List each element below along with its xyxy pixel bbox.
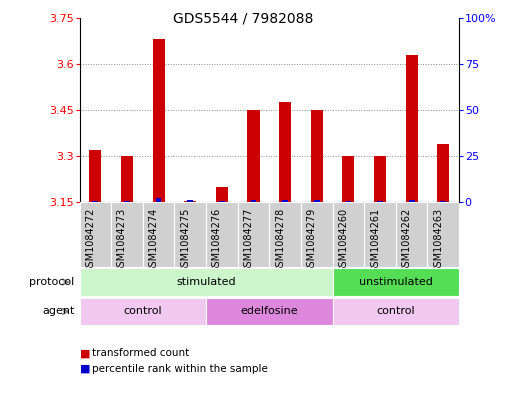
Text: GDS5544 / 7982088: GDS5544 / 7982088 xyxy=(173,11,314,26)
Text: GSM1084277: GSM1084277 xyxy=(244,208,253,273)
Bar xyxy=(282,200,288,202)
FancyBboxPatch shape xyxy=(111,202,143,267)
Bar xyxy=(311,110,323,202)
Text: GSM1084260: GSM1084260 xyxy=(339,208,348,273)
FancyBboxPatch shape xyxy=(238,202,269,267)
FancyBboxPatch shape xyxy=(332,298,459,325)
Text: GSM1084276: GSM1084276 xyxy=(212,208,222,273)
FancyBboxPatch shape xyxy=(301,202,332,267)
Text: GSM1084279: GSM1084279 xyxy=(307,208,317,273)
Text: unstimulated: unstimulated xyxy=(359,277,433,287)
Bar xyxy=(441,201,446,202)
FancyBboxPatch shape xyxy=(206,202,238,267)
Bar xyxy=(156,198,162,202)
Text: protocol: protocol xyxy=(29,277,74,287)
Text: edelfosine: edelfosine xyxy=(241,307,298,316)
Bar xyxy=(406,55,418,202)
Text: GSM1084262: GSM1084262 xyxy=(402,208,411,273)
Bar xyxy=(184,201,196,202)
Bar xyxy=(279,102,291,202)
Text: ■: ■ xyxy=(80,349,90,358)
Bar xyxy=(216,187,228,202)
Bar xyxy=(121,156,133,202)
Text: GSM1084272: GSM1084272 xyxy=(85,208,95,273)
Text: GSM1084261: GSM1084261 xyxy=(370,208,380,273)
Text: stimulated: stimulated xyxy=(176,277,236,287)
Text: GSM1084278: GSM1084278 xyxy=(275,208,285,273)
FancyBboxPatch shape xyxy=(332,202,364,267)
Text: GSM1084263: GSM1084263 xyxy=(433,208,443,273)
Bar xyxy=(152,39,165,202)
Bar xyxy=(219,201,225,202)
Text: control: control xyxy=(377,307,415,316)
FancyBboxPatch shape xyxy=(269,202,301,267)
FancyBboxPatch shape xyxy=(80,268,332,296)
Text: percentile rank within the sample: percentile rank within the sample xyxy=(92,364,268,374)
Bar xyxy=(437,144,449,202)
FancyBboxPatch shape xyxy=(174,202,206,267)
FancyBboxPatch shape xyxy=(80,202,111,267)
FancyBboxPatch shape xyxy=(427,202,459,267)
Bar xyxy=(92,200,98,202)
Bar xyxy=(377,200,383,202)
Bar xyxy=(409,200,415,202)
Bar xyxy=(342,156,354,202)
Bar xyxy=(251,200,256,202)
FancyBboxPatch shape xyxy=(206,298,332,325)
Text: GSM1084273: GSM1084273 xyxy=(117,208,127,273)
Text: agent: agent xyxy=(42,307,74,316)
FancyBboxPatch shape xyxy=(364,202,396,267)
FancyBboxPatch shape xyxy=(332,268,459,296)
Bar xyxy=(124,200,130,202)
Text: ■: ■ xyxy=(80,364,90,374)
FancyBboxPatch shape xyxy=(143,202,174,267)
Text: control: control xyxy=(124,307,162,316)
Bar xyxy=(89,150,102,202)
Bar xyxy=(374,156,386,202)
Bar xyxy=(247,110,260,202)
Bar xyxy=(314,200,320,202)
Bar xyxy=(187,200,193,202)
Text: GSM1084275: GSM1084275 xyxy=(180,208,190,273)
FancyBboxPatch shape xyxy=(80,298,206,325)
Text: transformed count: transformed count xyxy=(92,349,190,358)
Text: GSM1084274: GSM1084274 xyxy=(149,208,159,273)
FancyBboxPatch shape xyxy=(396,202,427,267)
Bar xyxy=(346,200,351,202)
